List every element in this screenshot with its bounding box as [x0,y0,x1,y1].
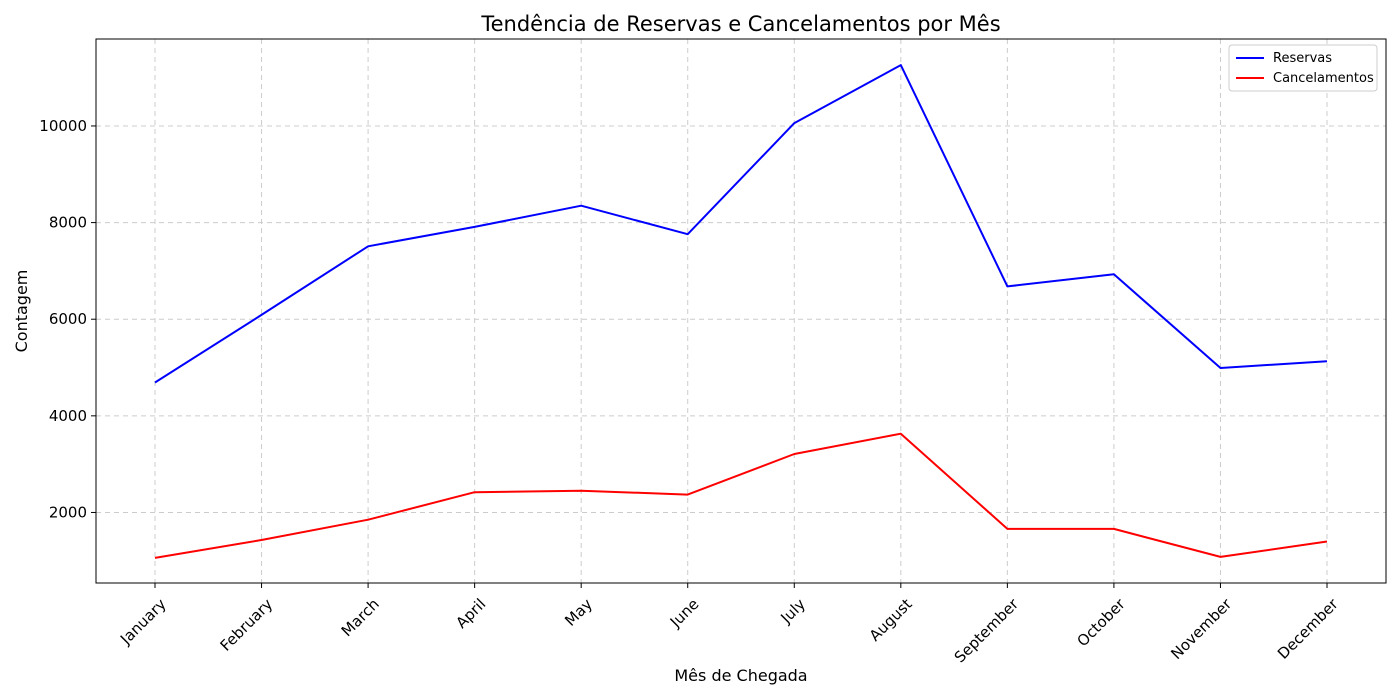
chart-title: Tendência de Reservas e Cancelamentos po… [480,12,1000,36]
plot-frame [95,38,1387,584]
x-axis-title: Mês de Chegada [674,666,807,685]
x-tick-label-december: December [1274,594,1342,662]
legend-label-cancelamentos: Cancelamentos [1273,71,1374,86]
y-tick-label-8000: 8000 [49,214,87,232]
x-tick-label-october: October [1073,594,1129,650]
series-line-reservas [154,64,1328,384]
y-tick-label-6000: 6000 [49,310,87,328]
series-line-cancelamentos [154,432,1328,559]
x-tick-label-august: August [866,595,916,645]
legend: Reservas Cancelamentos [1228,44,1378,92]
y-tick-label-10000: 10000 [39,117,87,135]
x-tick-label-september: September [951,594,1023,666]
axis-ticks: January February March April May June July Augu… [39,117,1342,666]
y-tick-label-2000: 2000 [49,503,87,521]
legend-label-reservas: Reservas [1273,51,1332,66]
legend-box [1228,44,1378,92]
x-tick-label-june: June [666,595,703,632]
x-tick-label-january: January [116,595,170,649]
x-tick-label-november: November [1167,594,1235,662]
x-tick-label-july: July [777,595,810,628]
x-tick-label-april: April [452,595,489,632]
y-axis-title: Contagem [12,270,31,353]
x-tick-label-february: February [217,595,277,655]
x-tick-label-march: March [338,595,383,640]
grid [96,39,1386,583]
y-tick-label-4000: 4000 [49,407,87,425]
series-lines [154,64,1328,559]
x-tick-label-may: May [561,595,596,630]
